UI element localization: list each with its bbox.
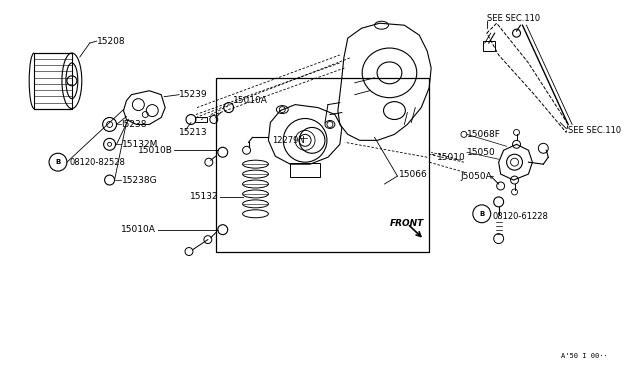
Text: 08120-82528: 08120-82528 <box>70 158 125 167</box>
Text: A'50 I 00··: A'50 I 00·· <box>561 353 608 359</box>
Text: 15010: 15010 <box>437 153 466 162</box>
Text: 15068F: 15068F <box>467 130 500 139</box>
Text: FRONT: FRONT <box>390 219 424 228</box>
Text: 15010A: 15010A <box>122 225 156 234</box>
Text: 15239: 15239 <box>179 90 208 99</box>
Text: 15213: 15213 <box>179 128 208 137</box>
Bar <box>216 78 429 251</box>
Text: 08120-61228: 08120-61228 <box>493 212 548 221</box>
Text: 15010B: 15010B <box>138 146 173 155</box>
Text: 15238G: 15238G <box>122 176 157 185</box>
Bar <box>290 163 320 177</box>
Text: I5238: I5238 <box>122 120 147 129</box>
Text: 15050: 15050 <box>467 148 495 157</box>
Text: 15066: 15066 <box>399 170 428 179</box>
Text: SEE SEC.110: SEE SEC.110 <box>487 14 540 23</box>
Bar <box>483 41 495 51</box>
Text: B: B <box>55 159 61 165</box>
Text: 15132: 15132 <box>190 192 219 201</box>
Text: 15010A: 15010A <box>233 96 268 105</box>
Bar <box>195 116 207 122</box>
Bar <box>34 53 72 109</box>
Text: SEE SEC.110: SEE SEC.110 <box>568 126 621 135</box>
Text: 12279N: 12279N <box>273 136 305 145</box>
Text: J5050A: J5050A <box>461 171 493 180</box>
Text: 15208: 15208 <box>97 36 125 46</box>
Text: B: B <box>479 211 484 217</box>
Text: 15132M: 15132M <box>122 140 158 149</box>
